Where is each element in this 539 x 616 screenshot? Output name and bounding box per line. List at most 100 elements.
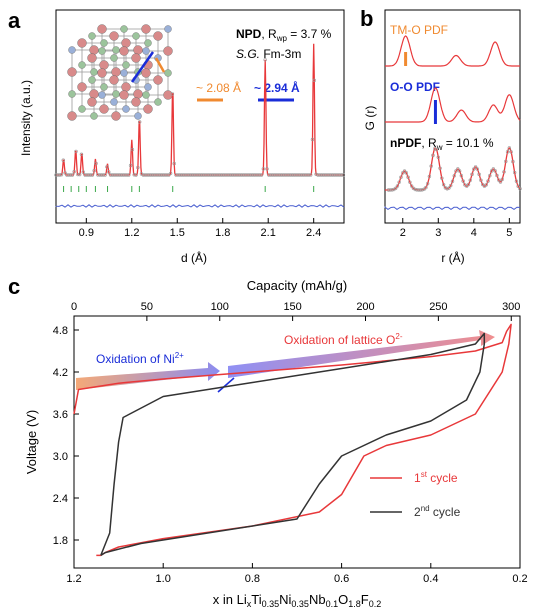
observed-point bbox=[168, 171, 173, 176]
observed-point bbox=[327, 173, 331, 177]
observed-point bbox=[76, 172, 80, 177]
npdf-observed-point bbox=[493, 169, 497, 173]
npdf-observed-point bbox=[399, 175, 403, 179]
observed-point bbox=[99, 173, 104, 177]
observed-point bbox=[223, 173, 227, 177]
observed-point bbox=[172, 161, 176, 166]
observed-point bbox=[119, 173, 124, 177]
legend-1st-cycle: 1st cycle bbox=[414, 470, 458, 485]
npdf-observed-point bbox=[427, 174, 432, 179]
npdf-observed-point bbox=[475, 167, 480, 171]
observed-point bbox=[247, 173, 251, 177]
panel-c-x-ticks: 1.2 1.0 0.8 0.6 0.4 0.2 bbox=[66, 563, 528, 585]
panel-b-pdf-plot bbox=[384, 35, 522, 211]
observed-point bbox=[148, 173, 153, 177]
lattice-atom bbox=[119, 46, 129, 56]
observed-point bbox=[107, 170, 111, 174]
observed-point bbox=[159, 173, 164, 177]
observed-point bbox=[128, 163, 133, 168]
observed-point bbox=[185, 173, 189, 177]
observed-point bbox=[263, 58, 267, 62]
lattice-atom bbox=[141, 24, 151, 34]
observed-point bbox=[103, 173, 107, 177]
lattice-atom bbox=[121, 38, 131, 48]
panel-c-x-tick-label: 0.8 bbox=[245, 573, 260, 585]
observed-point bbox=[294, 173, 298, 177]
lattice-atom bbox=[164, 25, 172, 33]
panel-c-top-tick-label: 0 bbox=[71, 301, 77, 313]
observed-point bbox=[238, 173, 242, 177]
panel-c-label: c bbox=[8, 274, 20, 299]
lattice-atom bbox=[89, 89, 99, 99]
observed-point bbox=[101, 173, 105, 177]
observed-point bbox=[61, 158, 65, 162]
observed-point bbox=[123, 173, 127, 177]
lattice-atom bbox=[98, 91, 106, 99]
observed-point bbox=[281, 173, 286, 177]
series-tm-o-pdf bbox=[385, 35, 520, 67]
o-o-distance-line bbox=[130, 51, 155, 83]
lattice-atom bbox=[100, 83, 108, 91]
lattice-atom bbox=[134, 112, 142, 120]
observed-point bbox=[74, 149, 78, 154]
npdf-observed-point bbox=[418, 188, 423, 192]
observed-point bbox=[72, 169, 76, 174]
npdf-observed-point bbox=[470, 172, 474, 177]
arrow-o-oxidation bbox=[228, 330, 495, 378]
npdf-observed-point bbox=[488, 174, 492, 178]
observed-point bbox=[85, 173, 89, 177]
series-1st-cycle bbox=[73, 323, 512, 557]
lattice-atom bbox=[87, 97, 97, 107]
lattice-atom bbox=[154, 98, 162, 106]
npdf-observed-point bbox=[498, 180, 503, 184]
lattice-atom bbox=[122, 105, 130, 113]
lattice-atom bbox=[164, 69, 172, 77]
observed-point bbox=[183, 173, 187, 177]
observed-point bbox=[278, 173, 282, 177]
observed-point bbox=[54, 173, 58, 177]
observed-point bbox=[125, 173, 129, 177]
lattice-atom bbox=[153, 31, 163, 41]
npdf-observed-point bbox=[434, 147, 439, 152]
observed-point bbox=[59, 173, 64, 177]
observed-point bbox=[90, 173, 95, 177]
observed-point bbox=[127, 173, 131, 177]
lattice-atom bbox=[77, 82, 87, 92]
observed-point bbox=[336, 173, 340, 177]
arrow-ni-oxidation bbox=[76, 362, 220, 390]
npdf-observed-point bbox=[447, 186, 451, 190]
observed-point bbox=[137, 120, 142, 124]
annotation-ni-oxidation: Oxidation of Ni2+ bbox=[96, 351, 184, 366]
lattice-atom bbox=[111, 67, 121, 77]
npdf-observed-point bbox=[489, 169, 494, 173]
observed-point bbox=[218, 173, 222, 177]
observed-point bbox=[308, 173, 313, 177]
observed-point bbox=[290, 173, 295, 177]
observed-point bbox=[259, 173, 264, 177]
lattice-atom bbox=[163, 46, 173, 56]
panel-b-frame bbox=[384, 9, 521, 224]
npdf-observed-point bbox=[397, 180, 401, 184]
npdf-observed-point bbox=[438, 166, 442, 170]
npdf-observed-point bbox=[511, 159, 515, 164]
panel-b-x-tick-label: 5 bbox=[506, 227, 512, 239]
series-npdf-fit bbox=[385, 147, 521, 191]
panel-c-x-tick-label: 1.2 bbox=[66, 573, 81, 585]
npdf-observed-point bbox=[500, 177, 504, 182]
panel-b-x-tick-label: 2 bbox=[400, 227, 406, 239]
observed-point bbox=[157, 173, 162, 177]
npdf-observed-point bbox=[466, 182, 471, 187]
observed-point bbox=[276, 173, 280, 177]
observed-point bbox=[194, 173, 198, 177]
observed-point bbox=[57, 173, 62, 177]
observed-point bbox=[77, 172, 82, 177]
observed-point bbox=[316, 173, 320, 177]
observed-point bbox=[161, 173, 166, 177]
panel-c-top-tick-label: 200 bbox=[356, 301, 374, 313]
npdf-observed-point bbox=[440, 176, 444, 180]
npdf-observed-point bbox=[495, 173, 499, 178]
lattice-atom bbox=[97, 68, 107, 78]
panel-a-label: a bbox=[8, 8, 21, 33]
observed-point bbox=[287, 173, 291, 177]
panel-c-x-tick-label: 0.4 bbox=[423, 573, 438, 585]
